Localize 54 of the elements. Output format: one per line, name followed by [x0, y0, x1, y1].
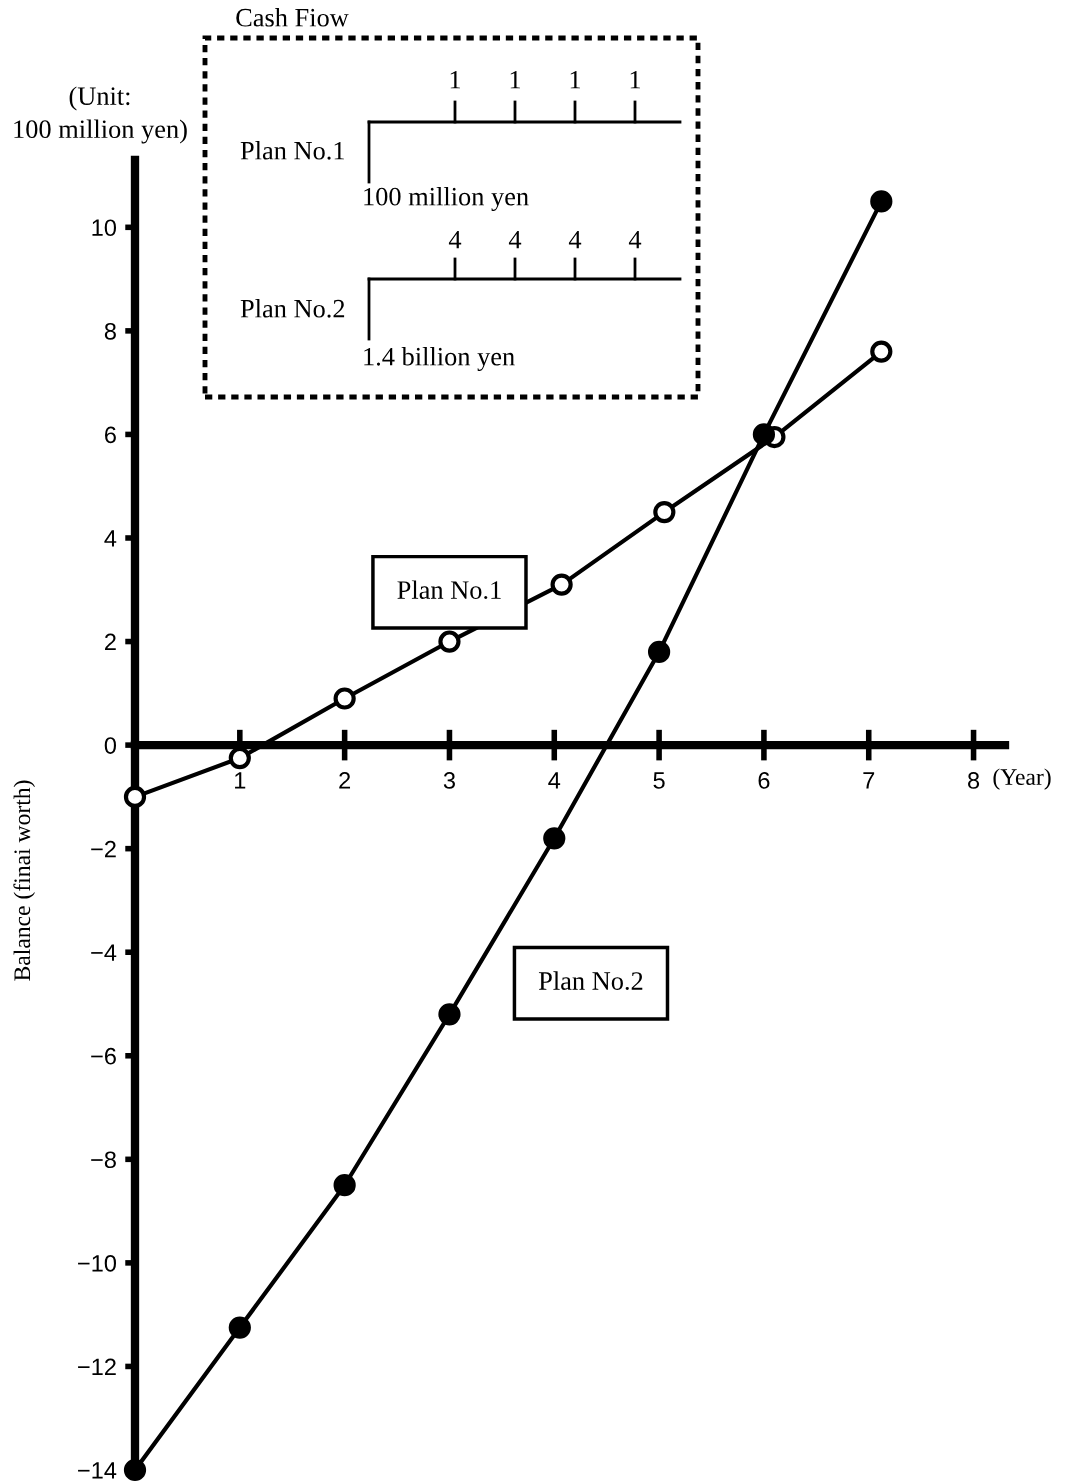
text: 1 — [510, 70, 521, 89]
x-tick-label: 6 — [758, 772, 770, 789]
y-tick-label: −14 — [78, 1462, 117, 1479]
x-tick-label: 1 — [235, 772, 246, 789]
text: 1 — [570, 70, 581, 89]
x-tick-label: 3 — [443, 772, 455, 789]
y-tick-label: 2 — [105, 633, 116, 651]
x-tick-label: 4 — [548, 772, 561, 789]
point — [870, 190, 893, 213]
y-tick-label: −2 — [91, 840, 116, 858]
point — [123, 1458, 147, 1482]
y-tick-label: 10 — [92, 219, 117, 237]
text: 1 — [450, 70, 461, 89]
point — [333, 687, 356, 710]
annotation: Plan No.2 — [240, 299, 345, 318]
y-axis-title: Balance (finai worth) — [13, 780, 35, 981]
point — [647, 640, 671, 664]
point — [543, 827, 566, 850]
point — [870, 340, 893, 363]
y-tick-label: 8 — [104, 322, 116, 340]
point — [550, 573, 573, 596]
y-tick-label: 4 — [104, 530, 117, 547]
y-tick-label: −10 — [78, 1254, 117, 1272]
annotation: 4 — [568, 230, 582, 249]
y-tick-label: −12 — [78, 1358, 116, 1375]
text: 1 — [630, 70, 641, 89]
y-tick-label: −6 — [91, 1047, 116, 1065]
point — [333, 1174, 356, 1197]
x-tick-label: 7 — [863, 772, 875, 789]
annotation: 4 — [628, 230, 642, 249]
point — [438, 1003, 461, 1026]
text: Plan No.2 — [538, 971, 643, 990]
point — [228, 1316, 251, 1339]
y-tick-label: 6 — [105, 426, 116, 444]
annotation: 4 — [448, 230, 462, 249]
x-tick-label: 2 — [339, 772, 351, 789]
text: (Unit: 100 million yen) — [14, 86, 187, 144]
series-label: Plan No.1 — [397, 580, 501, 600]
x-tick-label: 5 — [653, 772, 665, 789]
annotation: 100 million yen — [364, 187, 529, 211]
text: Cash Fiow — [236, 8, 349, 27]
y-tick-label: −8 — [91, 1151, 116, 1169]
text: Plan No.1 — [240, 141, 344, 160]
point — [123, 785, 147, 808]
x-axis-title: (Year) — [993, 768, 1051, 790]
point — [228, 746, 251, 770]
y-tick-label: −4 — [91, 944, 117, 961]
point — [653, 500, 676, 524]
point — [752, 423, 776, 446]
x-tick-label: 8 — [968, 772, 980, 789]
annotation: 1.4 billion yen — [364, 347, 515, 371]
annotation: 4 — [508, 230, 522, 249]
point — [438, 630, 461, 653]
y-tick-label: 0 — [104, 737, 117, 754]
